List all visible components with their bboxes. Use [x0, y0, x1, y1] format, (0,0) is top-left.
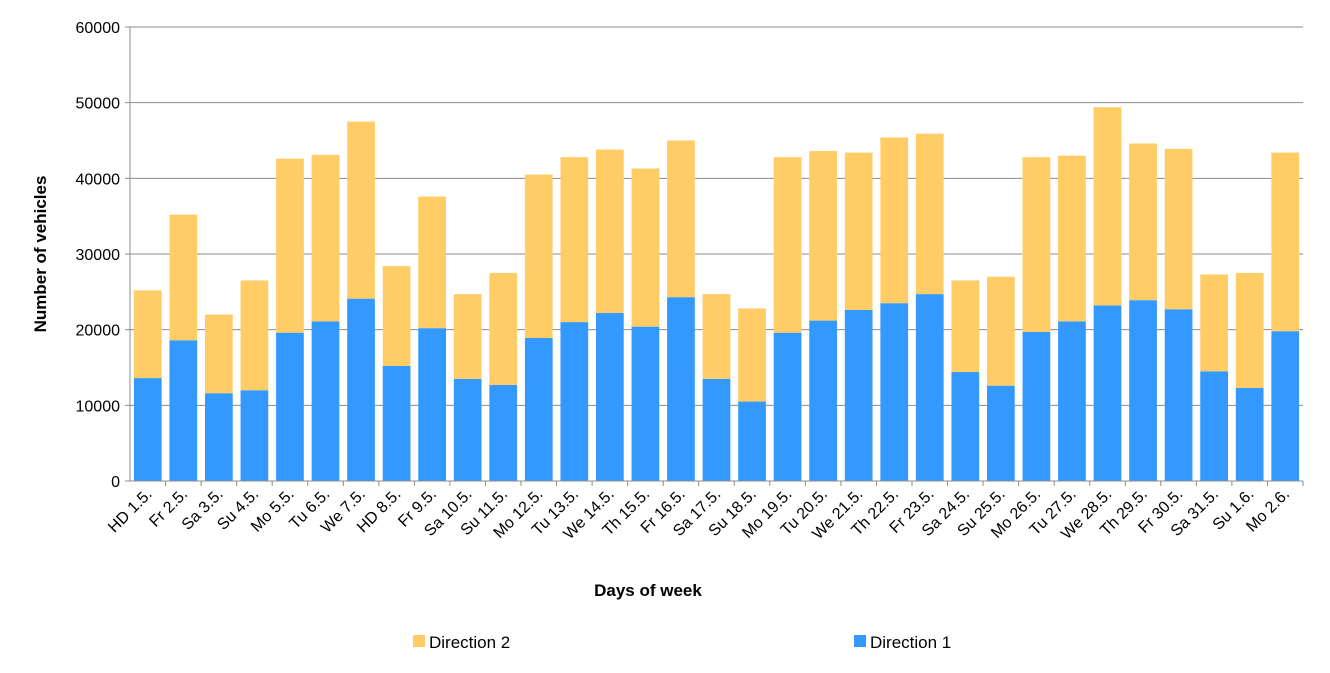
bar-direction-2-4: [276, 158, 304, 333]
bar-direction-1-20: [844, 309, 873, 481]
y-tick-label-3: 30000: [76, 247, 121, 264]
bar-direction-2-20: [844, 152, 873, 310]
bar-direction-1-9: [453, 378, 482, 481]
bar-direction-2-6: [347, 121, 375, 299]
bar-direction-1-3: [240, 390, 269, 481]
bar-direction-1-0: [133, 378, 162, 481]
bar-direction-2-32: [1271, 152, 1300, 332]
x-tick-labels: HD 1.5.Fr 2.5.Sa 3.5.Su 4.5.Mo 5.5.Tu 6.…: [105, 486, 1293, 543]
bar-direction-1-5: [311, 321, 340, 481]
bar-direction-1-27: [1093, 305, 1122, 481]
bar-direction-1-28: [1129, 300, 1157, 481]
bar-direction-1-8: [418, 328, 446, 481]
bar-direction-2-27: [1093, 107, 1122, 306]
bar-direction-2-8: [418, 196, 446, 329]
bar-direction-2-12: [560, 157, 589, 323]
bar-direction-2-18: [773, 157, 802, 333]
bar-direction-2-19: [809, 151, 837, 321]
bar-direction-2-1: [169, 214, 198, 341]
bar-direction-2-23: [951, 280, 980, 373]
x-tick-label-0: HD 1.5.: [105, 486, 155, 536]
axes: [125, 26, 1304, 486]
bar-direction-1-29: [1164, 309, 1193, 481]
bar-direction-2-9: [453, 294, 482, 379]
legend-label-direction-1: Direction 1: [870, 633, 951, 652]
legend-swatch-direction-1: [854, 635, 866, 647]
bar-direction-2-31: [1235, 272, 1264, 388]
bar-direction-1-32: [1271, 331, 1300, 481]
bars: [133, 107, 1300, 481]
bar-direction-1-14: [631, 326, 660, 481]
bar-direction-2-10: [489, 272, 518, 385]
bar-direction-1-1: [169, 340, 198, 481]
bar-direction-2-24: [987, 276, 1015, 386]
legend: Direction 2 Direction 1: [413, 633, 951, 652]
bar-direction-2-15: [667, 140, 695, 298]
bar-direction-1-18: [773, 332, 802, 481]
bar-direction-1-2: [205, 393, 233, 481]
bar-direction-1-11: [524, 337, 553, 481]
y-tick-label-5: 50000: [76, 96, 121, 113]
y-tick-label-0: 0: [111, 474, 120, 491]
bar-direction-2-22: [915, 133, 944, 295]
bar-direction-2-5: [311, 154, 340, 322]
bar-direction-1-16: [702, 378, 731, 481]
bar-direction-2-0: [133, 290, 162, 379]
bar-direction-1-31: [1235, 387, 1264, 481]
bar-direction-1-17: [738, 401, 766, 481]
bar-direction-1-15: [667, 297, 695, 481]
y-tick-label-2: 20000: [76, 323, 121, 340]
bar-direction-1-4: [276, 332, 304, 481]
legend-swatch-direction-2: [413, 635, 425, 647]
bar-direction-2-28: [1129, 143, 1157, 301]
y-tick-labels: 0 10000 20000 30000 40000 50000 60000: [76, 20, 121, 491]
bar-direction-1-19: [809, 320, 837, 481]
y-tick-label-1: 10000: [76, 398, 121, 415]
bar-direction-1-22: [915, 294, 944, 481]
bar-direction-1-21: [880, 303, 909, 481]
bar-direction-1-25: [1022, 331, 1051, 481]
bar-direction-2-16: [702, 294, 731, 379]
bar-direction-1-10: [489, 384, 518, 481]
bar-direction-2-30: [1200, 274, 1228, 372]
bar-direction-2-17: [738, 308, 766, 402]
bar-direction-2-29: [1164, 148, 1193, 310]
bar-direction-2-3: [240, 280, 269, 391]
bar-direction-2-14: [631, 168, 660, 327]
bar-direction-1-23: [951, 372, 980, 481]
bar-direction-2-7: [382, 266, 411, 366]
bar-direction-2-26: [1058, 155, 1086, 322]
bar-direction-1-7: [382, 365, 411, 481]
bar-direction-2-2: [205, 314, 233, 394]
bar-direction-2-13: [596, 149, 624, 314]
bar-direction-1-6: [347, 298, 375, 481]
bar-direction-1-26: [1058, 321, 1086, 481]
x-axis-title: Days of week: [594, 581, 702, 600]
legend-label-direction-2: Direction 2: [429, 633, 510, 652]
y-tick-label-6: 60000: [76, 20, 121, 37]
y-tick-label-4: 40000: [76, 171, 121, 188]
bar-direction-2-25: [1022, 157, 1051, 332]
bar-direction-1-24: [987, 385, 1015, 481]
bar-direction-2-11: [524, 174, 553, 338]
bar-direction-2-21: [880, 137, 909, 304]
bar-direction-1-12: [560, 322, 589, 481]
y-axis-title: Number of vehicles: [31, 176, 50, 333]
bar-direction-1-30: [1200, 371, 1228, 481]
bar-direction-1-13: [596, 313, 624, 481]
